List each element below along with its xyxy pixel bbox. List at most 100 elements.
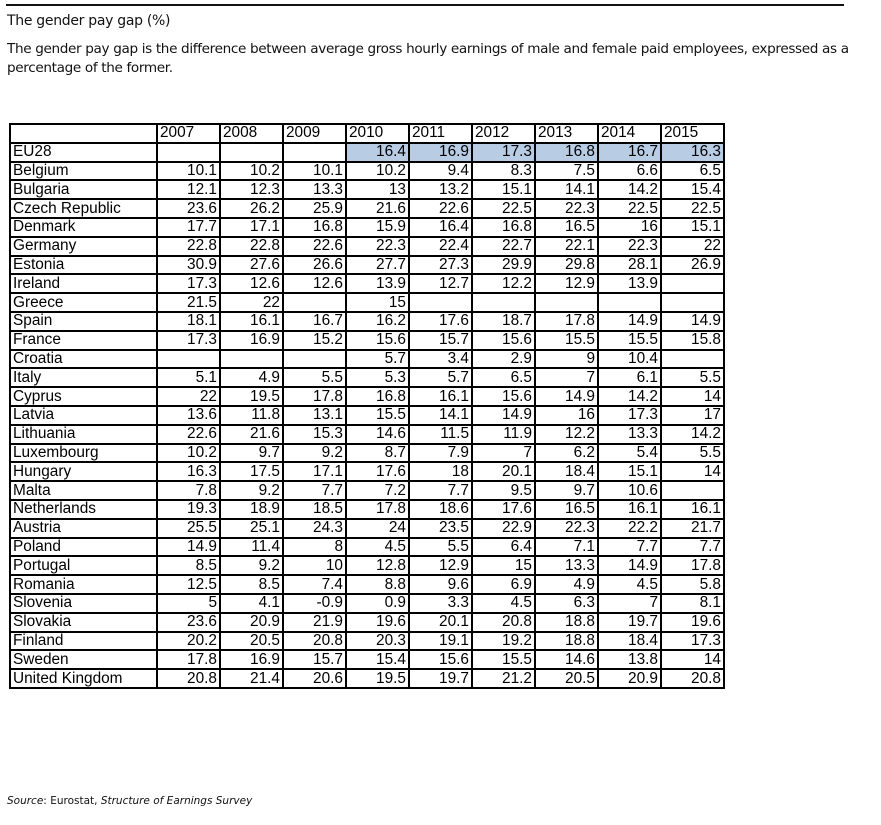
value-cell: 21.9 <box>282 611 347 633</box>
value-cell: 7.9 <box>408 442 473 464</box>
value-cell: 25.9 <box>282 198 347 219</box>
table-row: Finland 20.2 20.5 20.8 20.3 19.1 19.2 18.8 18.4 1… <box>9 630 725 652</box>
value-cell: 14 <box>660 461 725 483</box>
value-cell: 13.2 <box>408 179 473 201</box>
value-cell: 12.2 <box>471 273 536 295</box>
value-cell: 22.7 <box>471 235 536 257</box>
value-cell: 27.7 <box>345 254 410 276</box>
row-label: Luxembourg <box>9 442 158 464</box>
value-cell: 6.4 <box>471 536 536 558</box>
value-cell: 5.5 <box>282 367 347 389</box>
value-cell: 17.3 <box>471 141 536 163</box>
value-cell: 16.9 <box>408 141 473 163</box>
value-cell: 5.5 <box>660 367 725 389</box>
value-cell: 6.9 <box>471 574 536 595</box>
value-cell: 20.1 <box>471 461 536 483</box>
row-label: Sweden <box>9 649 158 671</box>
table-row: Poland 14.9 11.4 8 4.5 5.5 6.4 7.1 7.7 7.7 <box>9 536 725 558</box>
value-cell: 15.6 <box>345 329 410 351</box>
table-row: EU28 16.4 16.9 17.3 16.8 16.7 16.3 <box>9 141 725 163</box>
value-cell: 17.1 <box>282 461 347 483</box>
value-cell: 14.9 <box>660 310 725 332</box>
column-header-2010: 2010 <box>345 123 410 144</box>
row-label: Germany <box>9 235 158 257</box>
value-cell: 10.2 <box>345 160 410 182</box>
value-cell: 26.9 <box>660 254 725 276</box>
value-cell <box>219 141 284 163</box>
row-label: Greece <box>9 292 158 313</box>
value-cell: 18.8 <box>534 611 599 633</box>
value-cell: 16.1 <box>660 498 725 520</box>
value-cell: 15.4 <box>660 179 725 201</box>
value-cell: 11.9 <box>471 423 536 445</box>
value-cell: 7 <box>597 592 662 614</box>
header-corner-cell <box>9 123 158 144</box>
value-cell: 13.6 <box>156 404 221 426</box>
value-cell: 7.7 <box>660 536 725 558</box>
value-cell: 17.8 <box>282 386 347 407</box>
value-cell: 20.9 <box>597 668 662 689</box>
page-title: The gender pay gap (%) <box>7 13 171 29</box>
value-cell: 12.5 <box>156 574 221 595</box>
row-label: EU28 <box>9 141 158 163</box>
value-cell: 21.4 <box>219 668 284 689</box>
value-cell: 22 <box>156 386 221 407</box>
value-cell: 2.9 <box>471 348 536 370</box>
row-label: Italy <box>9 367 158 389</box>
value-cell: 16.3 <box>156 461 221 483</box>
row-label: Poland <box>9 536 158 558</box>
value-cell: 18.4 <box>597 630 662 652</box>
value-cell: 17.7 <box>156 216 221 238</box>
value-cell <box>219 348 284 370</box>
value-cell: 13.8 <box>597 649 662 671</box>
table-row: Croatia 5.7 3.4 2.9 9 10.4 <box>9 348 725 370</box>
value-cell: 18.9 <box>219 498 284 520</box>
value-cell: 18.8 <box>534 630 599 652</box>
table-row: Romania 12.5 8.5 7.4 8.8 9.6 6.9 4.9 4.5 5.8 <box>9 574 725 595</box>
value-cell: 16.9 <box>219 329 284 351</box>
source-publisher: Eurostat, <box>50 795 101 807</box>
value-cell: 8.1 <box>660 592 725 614</box>
value-cell: 15.8 <box>660 329 725 351</box>
value-cell: 22.3 <box>534 517 599 539</box>
value-cell: 14.9 <box>597 555 662 577</box>
table-row: Portugal 8.5 9.2 10 12.8 12.9 15 13.3 14.9 17.8 <box>9 555 725 577</box>
value-cell: 8.3 <box>471 160 536 182</box>
value-cell: 13 <box>345 179 410 201</box>
value-cell: 10 <box>282 555 347 577</box>
value-cell: 15.6 <box>471 386 536 407</box>
row-label: Slovakia <box>9 611 158 633</box>
value-cell: 4.5 <box>597 574 662 595</box>
value-cell: 15.3 <box>282 423 347 445</box>
value-cell: 7.1 <box>534 536 599 558</box>
value-cell: 12.3 <box>219 179 284 201</box>
value-cell: 21.6 <box>219 423 284 445</box>
value-cell: 22.5 <box>471 198 536 219</box>
value-cell: 14 <box>660 386 725 407</box>
row-label: Finland <box>9 630 158 652</box>
value-cell: 10.6 <box>597 480 662 501</box>
table-row: Italy 5.1 4.9 5.5 5.3 5.7 6.5 7 6.1 5.5 <box>9 367 725 389</box>
table-row: Slovakia 23.6 20.9 21.9 19.6 20.1 20.8 18.8 19.7… <box>9 611 725 633</box>
column-header-2007: 2007 <box>156 123 221 144</box>
value-cell: 14.9 <box>156 536 221 558</box>
value-cell: 16.5 <box>534 216 599 238</box>
value-cell: 15.7 <box>408 329 473 351</box>
row-label: Belgium <box>9 160 158 182</box>
value-cell <box>471 292 536 313</box>
value-cell: 19.5 <box>219 386 284 407</box>
value-cell: 16 <box>534 404 599 426</box>
value-cell: 20.2 <box>156 630 221 652</box>
value-cell: 13.9 <box>345 273 410 295</box>
table-row: United Kingdom 20.8 21.4 20.6 19.5 19.7 21.2 20… <box>9 668 725 689</box>
value-cell: 7.4 <box>282 574 347 595</box>
value-cell: 5.4 <box>597 442 662 464</box>
value-cell: 10.2 <box>156 442 221 464</box>
value-cell <box>282 141 347 163</box>
row-label: Estonia <box>9 254 158 276</box>
value-cell: 13.3 <box>597 423 662 445</box>
value-cell: 6.1 <box>597 367 662 389</box>
value-cell: 6.5 <box>660 160 725 182</box>
value-cell: 22.5 <box>660 198 725 219</box>
value-cell: 10.1 <box>282 160 347 182</box>
